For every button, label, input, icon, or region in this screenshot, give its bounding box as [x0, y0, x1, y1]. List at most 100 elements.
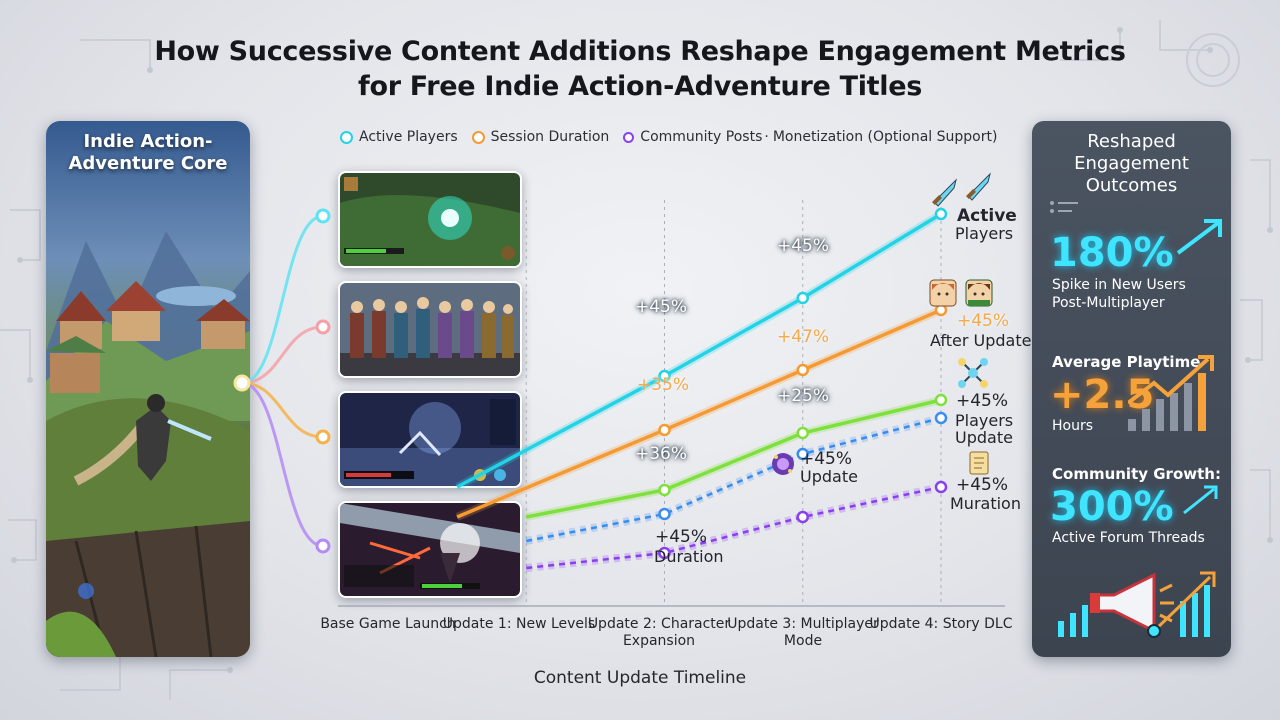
dots-icon [1050, 201, 1078, 213]
data-label: +45% [635, 297, 688, 317]
x-tick-label: Update 1: New Levels [442, 616, 596, 632]
annotation-text: Update [955, 428, 1013, 447]
left-panel-title: Indie Action-Adventure Core [68, 131, 228, 174]
series-glow [525, 414, 943, 545]
annotation-text: After Update [930, 331, 1032, 350]
data-label: +45% [655, 527, 708, 547]
series-point [658, 423, 671, 437]
gem-icon [772, 453, 794, 475]
data-label: +47% [777, 327, 830, 347]
bar-trend-icon [1128, 355, 1214, 431]
annotation-text: Players [955, 411, 1014, 430]
community-stat: 300% [1050, 484, 1174, 530]
legend-label: Monetization (Optional Support) [772, 129, 998, 145]
series-point [934, 411, 948, 425]
sword-icon [966, 172, 991, 201]
community-label: Active Forum Threads [1052, 530, 1205, 546]
new-users-label: Post-Multiplayer [1052, 295, 1165, 311]
legend-item-active-players: Active Players [340, 129, 458, 145]
x-tick-label: Update 4: Story DLC [869, 616, 1013, 632]
series-line [526, 485, 942, 570]
new-users-label: Spike in New Users [1052, 277, 1186, 293]
series-line [456, 308, 942, 519]
series-line [456, 212, 942, 489]
series-point [796, 363, 809, 377]
annotation-text: Muration [950, 494, 1021, 513]
series-layer [455, 207, 948, 572]
character-portrait-icon [929, 279, 957, 307]
playtime-label: Hours [1052, 418, 1094, 434]
screenshot-story-dlc [338, 501, 522, 598]
series-point [658, 546, 671, 560]
legend-label: Active Players [359, 129, 458, 145]
playtime-heading: Average Playtime [1052, 353, 1201, 371]
connector-node [315, 429, 331, 445]
game-world-illustration [46, 231, 250, 657]
outcomes-title: Reshaped Engagement Outcomes [1074, 131, 1189, 196]
legend-separator: · [764, 129, 769, 145]
series-point [934, 393, 948, 407]
data-label: +45% [956, 475, 1009, 495]
series-point [658, 483, 671, 497]
trend-up-icon [1176, 219, 1222, 255]
series-glow [455, 210, 944, 491]
legend-label: Session Duration [490, 129, 610, 145]
new-users-stat: 180% [1050, 230, 1174, 276]
annotation-text: Update [800, 467, 858, 486]
annotation-text: Active [957, 206, 1017, 226]
legend-marker [471, 130, 485, 144]
network-icon [958, 358, 988, 388]
connector-line [241, 214, 324, 385]
data-label: +45% [957, 311, 1010, 331]
outcomes-panel: Reshaped Engagement Outcomes 180% Spike … [1032, 121, 1231, 657]
x-tick-label: Update 3: Multiplayer Mode [727, 616, 879, 649]
series-line [526, 416, 942, 543]
sword-icon [932, 178, 957, 207]
series-point [796, 447, 809, 461]
annotation-text: Duration [654, 547, 724, 566]
data-label: +25% [777, 386, 830, 406]
game-world-panel: Indie Action-Adventure Core [46, 121, 250, 657]
data-label: +35% [637, 375, 690, 395]
data-label: +45% [800, 449, 853, 469]
series-point [934, 480, 948, 494]
series-point [658, 369, 671, 383]
scroll-icon [969, 451, 989, 475]
connector-node [315, 538, 331, 554]
series-line [525, 398, 942, 519]
series-point [796, 510, 809, 524]
data-label: +45% [777, 236, 830, 256]
connector-lines [233, 208, 331, 554]
x-axis-label: Content Update Timeline [533, 668, 747, 688]
x-tick-label: Base Game Launch [320, 616, 456, 632]
chart-title: How Successive Content Additions Reshape… [154, 36, 1126, 102]
connector-line [241, 381, 324, 548]
character-portrait-icon [965, 279, 993, 307]
legend-item-session-duration: Session Duration [471, 129, 610, 145]
screenshot-base-game [338, 171, 522, 268]
hub-node [233, 374, 251, 392]
connector-node [315, 319, 331, 335]
series-point [934, 207, 948, 221]
connector-line [241, 325, 324, 385]
data-label: +36% [635, 444, 688, 464]
legend-marker [340, 130, 353, 144]
series-glow [525, 483, 942, 572]
trend-up-icon [1183, 485, 1218, 515]
screenshot-character-expansion [338, 281, 522, 378]
legend-marker [623, 131, 635, 143]
legend: Active Players Session Duration Communit… [340, 127, 1011, 147]
megaphone-icon [1058, 571, 1216, 638]
community-heading: Community Growth: [1052, 465, 1221, 483]
connector-node [315, 208, 331, 224]
connector-line [241, 381, 324, 439]
legend-item-monetization: Monetization (Optional Support) [773, 129, 998, 145]
decorative-icons [772, 172, 993, 475]
series-point [796, 426, 809, 440]
series-point [796, 291, 809, 305]
x-tick-label: Update 2: Character Expansion [587, 616, 731, 649]
series-point [658, 507, 671, 521]
data-label: +45% [956, 391, 1009, 411]
legend-item-community-posts: Community Posts · [623, 129, 769, 145]
